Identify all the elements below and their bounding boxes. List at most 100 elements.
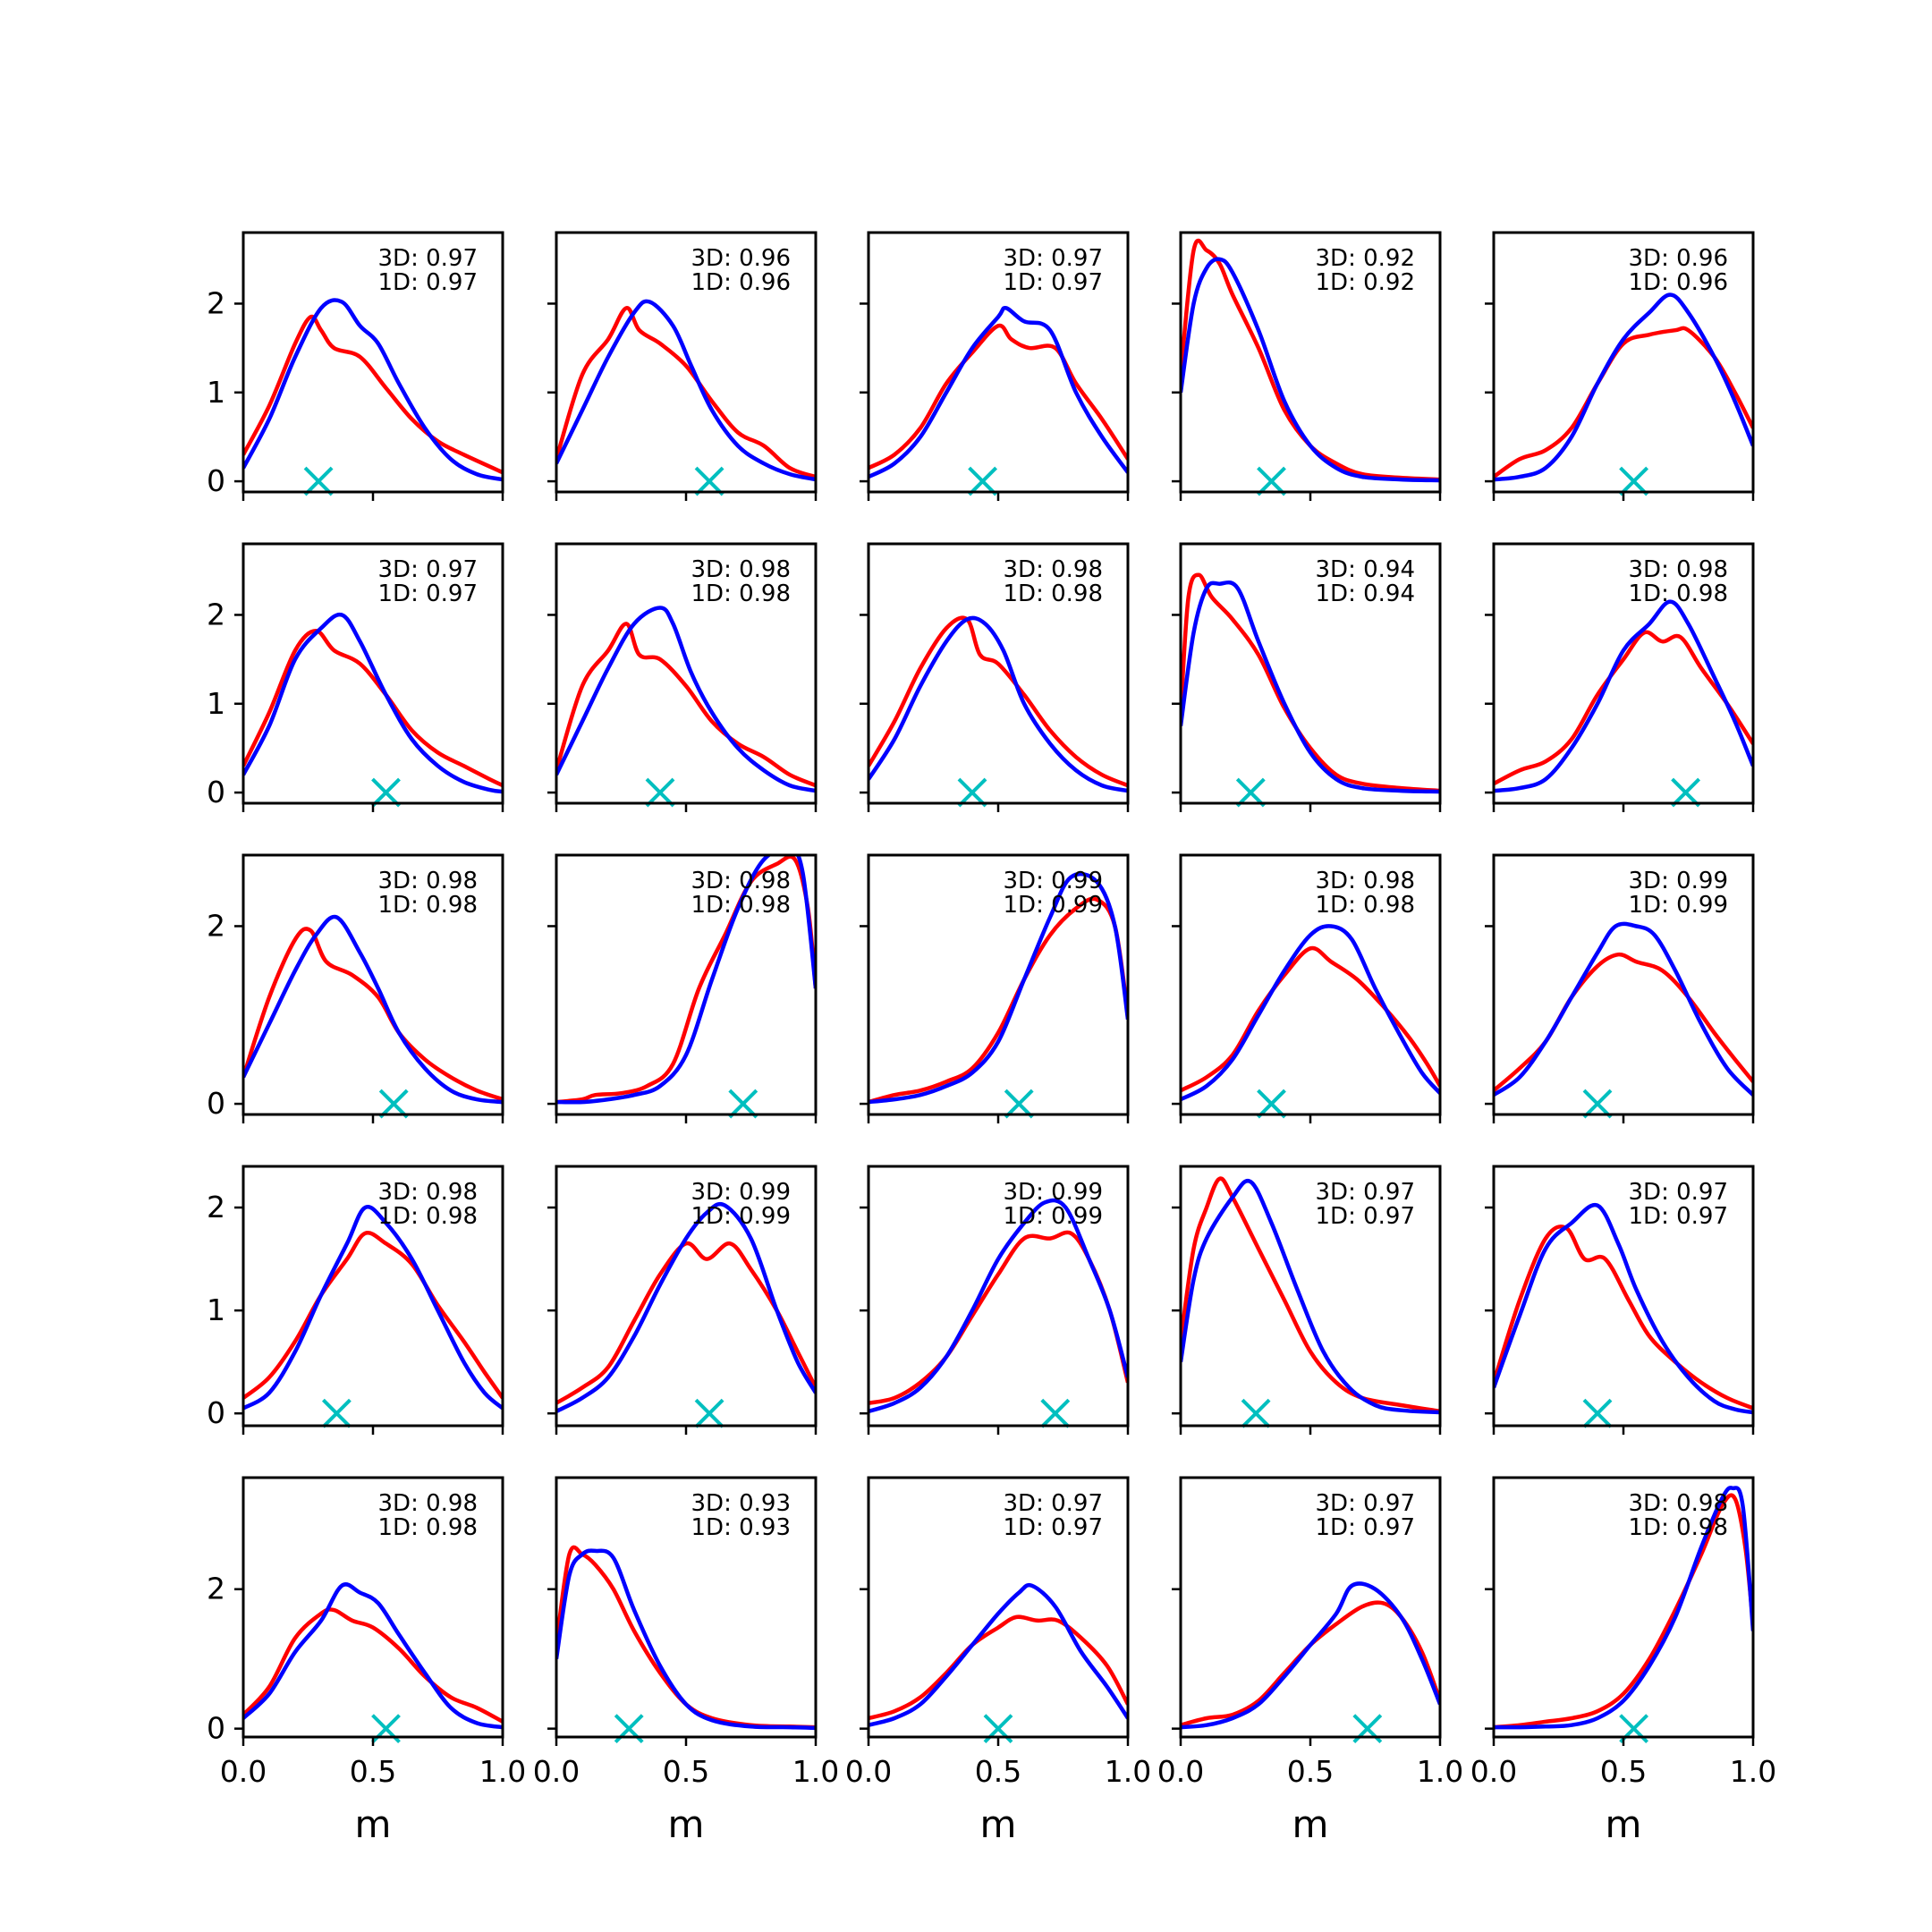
x-tick-label: 0.0 (1157, 1754, 1204, 1789)
x-tick-label: 0.0 (1470, 1754, 1517, 1789)
annotation-1d: 1D: 0.99 (1004, 1203, 1103, 1230)
annotation-1d: 1D: 0.92 (1316, 269, 1415, 296)
x-marker (645, 777, 675, 808)
y-tick-label: 1 (207, 686, 225, 721)
x-axis-label: m (355, 1802, 392, 1846)
x-marker (968, 466, 998, 496)
x-marker (1004, 1089, 1034, 1119)
blue-density-curve (243, 914, 503, 1105)
x-tick-label: 0.5 (975, 1754, 1021, 1789)
x-marker-stroke (1582, 1398, 1613, 1428)
annotation-3d: 3D: 0.98 (1316, 868, 1415, 894)
x-marker-stroke (1004, 1089, 1034, 1119)
blue-density-curve (1494, 921, 1753, 1097)
blue-density-curve (1181, 1581, 1440, 1730)
blue-density-curve (1181, 580, 1440, 794)
x-marker (1040, 1398, 1071, 1428)
annotation-1d: 1D: 0.99 (691, 1203, 791, 1230)
x-marker (1619, 466, 1649, 496)
blue-density-curve (869, 1582, 1128, 1727)
annotation-1d: 1D: 0.94 (1316, 580, 1415, 607)
annotation-1d: 1D: 0.98 (1004, 580, 1103, 607)
x-marker-stroke (1582, 1089, 1613, 1119)
red-density-curve (243, 927, 503, 1102)
blue-density-curve (243, 612, 503, 794)
annotation-1d: 1D: 0.98 (378, 1514, 478, 1541)
red-density-curve (1181, 945, 1440, 1093)
red-density-curve (869, 896, 1128, 1105)
x-tick-label: 1.0 (792, 1754, 839, 1789)
x-marker (1257, 466, 1286, 496)
x-axis-label: m (668, 1802, 705, 1846)
x-tick-label: 0.5 (663, 1754, 709, 1789)
blue-density-curve (243, 298, 503, 482)
annotation-3d: 3D: 0.97 (378, 245, 478, 272)
blue-density-curve (1494, 292, 1753, 482)
annotation-1d: 1D: 0.98 (1629, 580, 1728, 607)
annotation-3d: 3D: 0.99 (691, 1179, 791, 1206)
annotation-1d: 1D: 0.98 (1316, 892, 1415, 919)
x-marker (1671, 777, 1701, 808)
x-axis-label: m (1606, 1802, 1642, 1846)
x-marker-stroke (728, 1089, 758, 1119)
y-tick-label: 2 (207, 285, 225, 320)
y-tick-label: 2 (207, 597, 225, 631)
x-marker (321, 1398, 352, 1428)
annotation-3d: 3D: 0.98 (1004, 556, 1103, 583)
x-axis-label: m (1292, 1802, 1329, 1846)
annotation-1d: 1D: 0.93 (691, 1514, 791, 1541)
x-marker-stroke (694, 466, 724, 496)
red-density-curve (1494, 952, 1753, 1092)
annotation-3d: 3D: 0.99 (1629, 868, 1728, 894)
x-marker (728, 1089, 758, 1119)
annotation-3d: 3D: 0.97 (1316, 1490, 1415, 1517)
x-marker-stroke (968, 466, 998, 496)
x-marker-stroke (694, 1398, 724, 1428)
red-density-curve (243, 629, 503, 788)
annotation-1d: 1D: 0.96 (691, 269, 791, 296)
annotation-3d: 3D: 0.98 (1629, 556, 1728, 583)
y-tick-label: 1 (207, 1292, 225, 1327)
annotation-1d: 1D: 0.98 (691, 580, 791, 607)
red-density-curve (869, 323, 1128, 470)
annotation-3d: 3D: 0.98 (378, 1490, 478, 1517)
blue-density-curve (556, 855, 816, 1105)
x-marker (1241, 1398, 1271, 1428)
blue-density-curve (1181, 924, 1440, 1102)
annotation-1d: 1D: 0.97 (1316, 1514, 1415, 1541)
x-marker-stroke (1257, 466, 1286, 496)
blue-density-curve (869, 871, 1128, 1105)
x-marker-stroke (321, 1398, 352, 1428)
y-tick-label: 0 (207, 1395, 225, 1430)
x-tick-label: 0.0 (845, 1754, 892, 1789)
red-density-curve (1494, 630, 1753, 786)
x-marker-stroke (378, 1089, 409, 1119)
y-tick-label: 0 (207, 1086, 225, 1121)
blue-density-curve (869, 1198, 1128, 1414)
x-marker-stroke (1619, 466, 1649, 496)
blue-density-curve (869, 615, 1128, 793)
x-tick-label: 1.0 (1417, 1754, 1463, 1789)
x-marker (1582, 1398, 1613, 1428)
x-marker (303, 466, 334, 496)
annotation-3d: 3D: 0.99 (1004, 1179, 1103, 1206)
annotation-3d: 3D: 0.98 (378, 1179, 478, 1206)
x-tick-label: 0.0 (220, 1754, 267, 1789)
red-density-curve (243, 1607, 503, 1724)
red-density-curve (1494, 1224, 1753, 1411)
annotation-1d: 1D: 0.98 (691, 892, 791, 919)
